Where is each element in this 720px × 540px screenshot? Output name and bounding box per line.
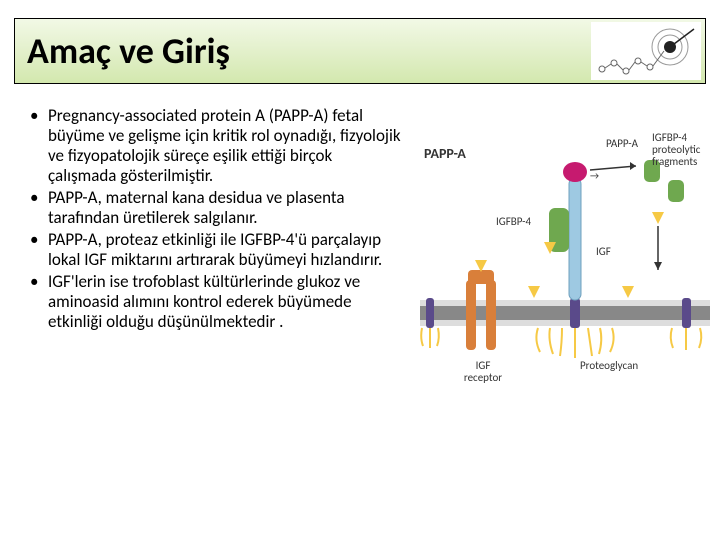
label-papp-a-small: PAPP-A (606, 138, 638, 150)
title-corner-graphic (591, 22, 701, 80)
label-proteoglycan: Proteoglycan (580, 360, 638, 372)
label-igf: IGF (596, 246, 611, 258)
slide-title: Amaç ve Giriş (27, 29, 230, 73)
bullet-list: Pregnancy-associated protein A (PAPP-A) … (24, 106, 404, 333)
label-igfbp4-frag: IGFBP-4 proteolytic fragments (652, 132, 710, 168)
label-papp-a-arrow: → (590, 170, 599, 181)
papp-a-diagram: PAPP-A → PAPP-A IGFBP-4 proteolytic frag… (420, 130, 710, 390)
bullet-content: Pregnancy-associated protein A (PAPP-A) … (24, 106, 404, 335)
bullet-item: PAPP-A, maternal kana desidua ve plasent… (24, 188, 404, 228)
label-papp-a: PAPP-A (424, 146, 466, 161)
label-igf-receptor: IGF receptor (458, 360, 508, 384)
bullet-item: Pregnancy-associated protein A (PAPP-A) … (24, 106, 404, 186)
title-bar: Amaç ve Giriş (14, 18, 706, 84)
bullet-item: PAPP-A, proteaz etkinliği ile IGFBP-4'ü … (24, 230, 404, 270)
bullet-item: IGF'lerin ise trofoblast kültürlerinde g… (24, 272, 404, 332)
label-igfbp4: IGFBP-4 (496, 216, 531, 228)
